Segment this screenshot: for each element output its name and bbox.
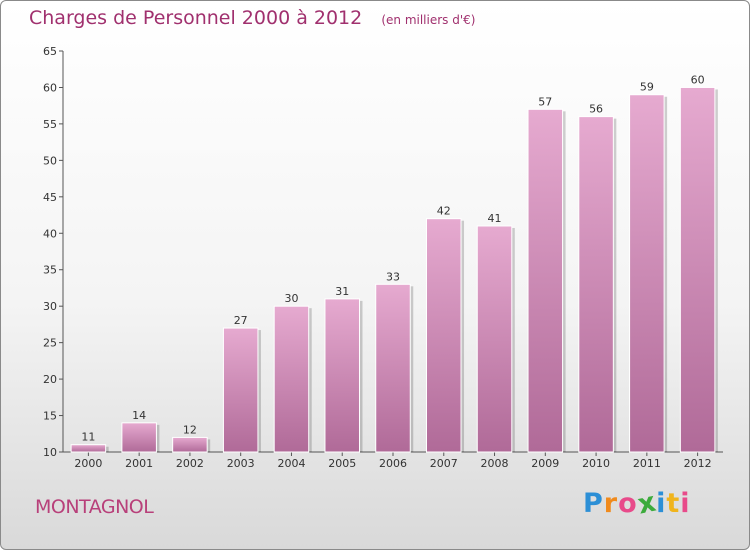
bar-value-label: 60 [691, 73, 705, 86]
logo-letter: t [666, 488, 681, 519]
bars [70, 86, 718, 453]
y-tick-label: 60 [43, 81, 57, 94]
y-tick-label: 55 [43, 118, 57, 131]
logo-letter: r [603, 488, 619, 519]
bar-value-label: 14 [132, 409, 146, 422]
x-tick-label: 2001 [125, 457, 153, 470]
bar-value-label: 41 [488, 212, 502, 225]
x-tick-label: 2004 [277, 457, 305, 470]
y-tick-label: 40 [43, 227, 57, 240]
bar [324, 298, 360, 453]
bar [426, 218, 462, 453]
bar [629, 94, 665, 453]
bar-value-label: 27 [234, 314, 248, 327]
y-tick-label: 50 [43, 154, 57, 167]
bar [375, 283, 411, 453]
logo-letter: i [656, 488, 667, 519]
bar-value-label: 31 [335, 285, 349, 298]
bar-value-label: 30 [284, 292, 298, 305]
bar-value-label: 12 [183, 423, 197, 436]
x-tick-label: 2007 [430, 457, 458, 470]
x-tick-label: 2000 [74, 457, 102, 470]
location-label: MONTAGNOL [35, 496, 154, 518]
bar [527, 108, 564, 453]
y-tick-label: 30 [43, 300, 57, 313]
x-tick-label: 2008 [481, 457, 509, 470]
x-tick-label: 2012 [684, 457, 712, 470]
bar [222, 327, 259, 453]
labels: 2000 11 2001 14 2002 12 2003 27 2004 30 2005 31 2006… [74, 73, 711, 470]
bar-value-label: 57 [538, 95, 552, 108]
bar [578, 116, 614, 453]
bar [476, 225, 513, 453]
x-tick-label: 2005 [328, 457, 356, 470]
logo-letter: o [618, 488, 638, 519]
bar-value-label: 33 [386, 270, 400, 283]
x-tick-label: 2002 [176, 457, 204, 470]
bar-value-label: 59 [640, 81, 654, 94]
bar [273, 305, 310, 453]
x-tick-label: 2010 [582, 457, 610, 470]
proxiti-logo[interactable]: Proxiti [583, 486, 691, 520]
bar [172, 436, 208, 453]
x-tick-label: 2011 [633, 457, 661, 470]
logo-letter: i [680, 488, 691, 519]
logo-letter: P [583, 488, 604, 519]
chart-subtitle: (en milliers d'€) [381, 13, 476, 27]
y-tick-label: 10 [43, 446, 57, 459]
x-tick-label: 2009 [531, 457, 559, 470]
y-tick-label: 15 [43, 410, 57, 423]
y-tick-label: 25 [43, 337, 57, 350]
bar [121, 422, 157, 453]
bar [70, 444, 107, 453]
y-tick-label: 65 [43, 45, 57, 58]
bar-value-label: 42 [437, 205, 451, 218]
y-tick-label: 20 [43, 373, 57, 386]
bar-value-label: 56 [589, 103, 603, 116]
bar-value-label: 11 [81, 431, 95, 444]
bar [679, 86, 716, 453]
y-tick-label: 35 [43, 264, 57, 277]
x-tick-label: 2003 [227, 457, 255, 470]
x-tick-label: 2006 [379, 457, 407, 470]
chart-title: Charges de Personnel 2000 à 2012 [29, 7, 363, 29]
title-row: Charges de Personnel 2000 à 2012 (en mil… [29, 7, 475, 29]
y-tick-label: 45 [43, 191, 57, 204]
